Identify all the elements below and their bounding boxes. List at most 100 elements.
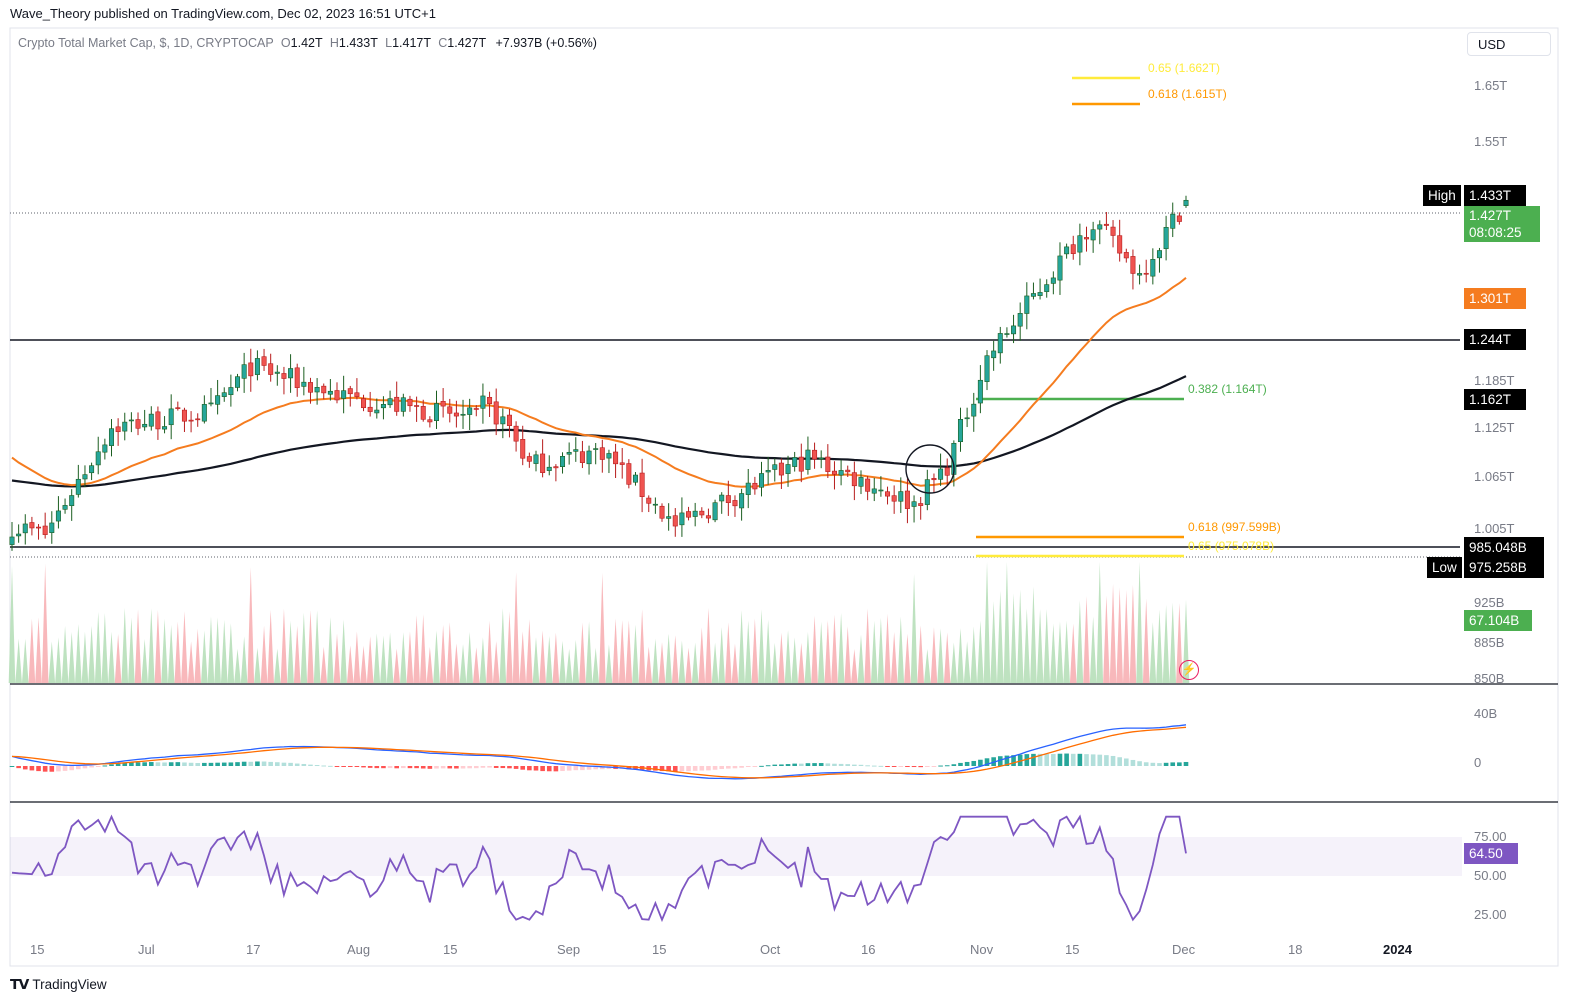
candle-body <box>885 491 891 497</box>
tradingview-logo[interactable]: 𝗧𝗩 TradingView <box>10 976 107 993</box>
candle-body <box>480 395 486 409</box>
macd-histogram-bar <box>387 766 393 769</box>
candle-body <box>613 451 619 465</box>
macd-histogram-bar <box>1104 755 1109 766</box>
macd-histogram-bar <box>321 765 327 767</box>
candle-body <box>407 398 413 407</box>
volume-bar <box>360 645 367 683</box>
volume-bar <box>1096 562 1104 683</box>
macd-histogram-bar <box>785 764 791 766</box>
candle-body <box>89 465 95 474</box>
volume-bar <box>101 613 109 683</box>
macd-line <box>11 724 1187 780</box>
candle-body <box>327 390 333 395</box>
candle-body <box>274 371 280 374</box>
volume-bar <box>1003 562 1011 683</box>
volume-bar <box>273 648 281 683</box>
macd-histogram-bar <box>1024 754 1030 766</box>
fib-level-label: 0.618 (997.599B) <box>1188 520 1281 534</box>
macd-histogram-bar <box>918 766 923 768</box>
candle-body <box>506 414 512 426</box>
candle-body <box>49 522 55 533</box>
candle-body <box>579 451 585 463</box>
candle-body <box>374 409 380 414</box>
candle-body <box>1084 237 1090 240</box>
candle-body <box>891 495 897 502</box>
fib-level-label: 0.382 (1.164T) <box>1188 382 1267 396</box>
candle-body <box>1176 215 1182 222</box>
macd-histogram-bar <box>885 766 890 767</box>
high-label: H <box>329 36 339 50</box>
volume-bar <box>917 625 925 683</box>
macd-histogram-bar <box>1077 753 1083 766</box>
macd-histogram-bar <box>314 765 320 767</box>
macd-histogram-bar <box>871 765 877 767</box>
countdown: 08:08:25 <box>1469 225 1522 240</box>
volume-bar <box>884 613 891 683</box>
chart-frame <box>9 27 1559 967</box>
candle-body <box>155 411 161 430</box>
volume-bar <box>108 631 115 683</box>
candle-body <box>400 397 406 412</box>
volume-bar <box>698 627 706 683</box>
macd-histogram-bar <box>527 766 532 771</box>
volume-bar <box>499 608 507 683</box>
time-axis-label: 18 <box>1288 942 1303 957</box>
volume-bar <box>181 611 188 683</box>
volume-bar <box>857 634 865 683</box>
golden-cross-circle <box>905 444 955 494</box>
volume-bar <box>380 635 387 683</box>
time-axis-label: 2024 <box>1383 942 1412 957</box>
candle-body <box>831 470 837 475</box>
volume-bar <box>68 632 76 683</box>
fib-level-label: 0.618 (1.615T) <box>1148 87 1227 101</box>
macd-histogram-bar <box>593 766 598 770</box>
candle-body <box>420 406 426 420</box>
candle-body <box>785 464 791 474</box>
volume-bar <box>413 615 420 683</box>
candle-body <box>1117 235 1123 254</box>
candle-body <box>1050 277 1056 284</box>
macd-histogram-bar <box>865 765 870 767</box>
volume-bar <box>638 609 646 683</box>
macd-histogram-bar <box>367 766 373 768</box>
volume-bar <box>512 572 520 683</box>
open-label: O <box>280 36 291 50</box>
macd-histogram-bar <box>832 763 837 766</box>
volume-bar <box>340 619 347 683</box>
candle-body <box>772 464 778 470</box>
volume-bar <box>134 609 142 683</box>
candle-body <box>487 396 493 405</box>
price-axis-label: 1.55T <box>1474 134 1508 149</box>
macd-histogram-bar <box>115 763 121 766</box>
volume-bar <box>758 609 765 683</box>
volume-bar <box>8 566 16 683</box>
macd-histogram-bar <box>361 766 366 768</box>
macd-histogram-bar <box>69 766 74 771</box>
volume-bar <box>1142 598 1150 683</box>
currency-selector[interactable]: USD <box>1467 32 1551 56</box>
candle-body <box>201 404 207 422</box>
candle-body <box>546 466 552 471</box>
ema50-line <box>11 277 1187 488</box>
volume-bar <box>400 632 407 683</box>
macd-axis-label: 40B <box>1474 706 1498 721</box>
macd-histogram-bar <box>745 766 751 768</box>
candle-body <box>1017 313 1023 327</box>
candle-body <box>433 403 439 421</box>
volume-bar <box>293 625 301 683</box>
candle-body <box>805 449 811 470</box>
volume-bar <box>837 613 845 683</box>
lightning-icon[interactable]: ⚡ <box>1179 660 1199 680</box>
candle-body <box>513 425 519 442</box>
macd-histogram-bar <box>241 761 247 766</box>
macd-histogram-bar <box>221 762 227 766</box>
volume-bar <box>897 616 905 683</box>
candle-body <box>652 503 658 506</box>
volume-bar <box>738 610 745 683</box>
macd-histogram-bar <box>845 764 851 766</box>
symbol-name[interactable]: Crypto Total Market Cap, $, 1D, CRYPTOCA… <box>18 36 274 50</box>
candle-body <box>984 355 990 382</box>
volume-bar <box>599 573 606 683</box>
